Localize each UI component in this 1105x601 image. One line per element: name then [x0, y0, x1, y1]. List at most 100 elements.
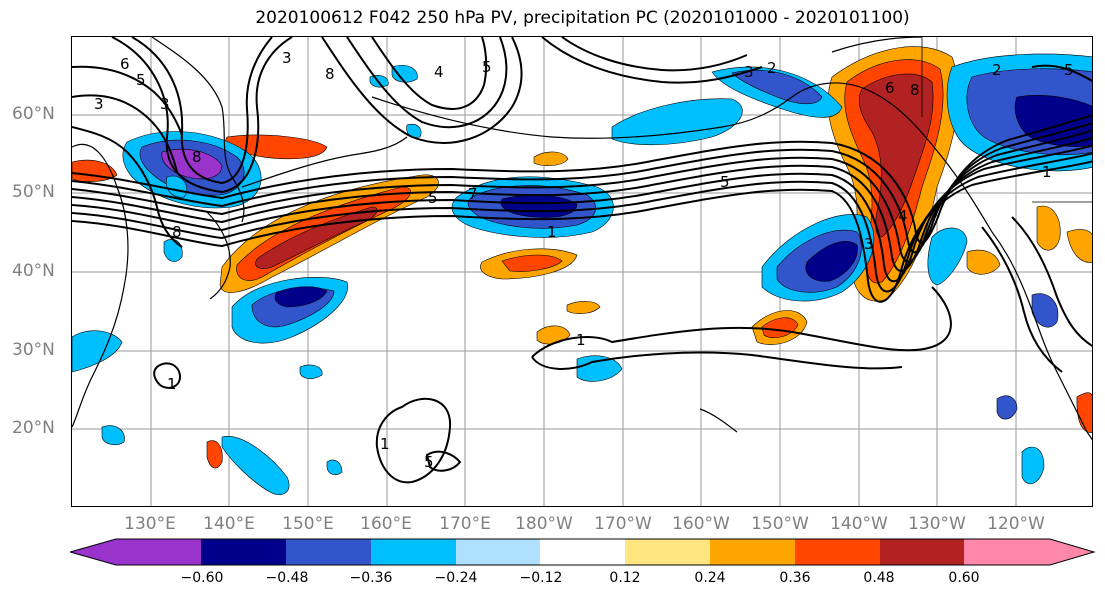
positive-patch-small2	[536, 325, 571, 345]
negative-patch-sw4	[576, 355, 623, 382]
colorbar-tick-m048: −0.48	[265, 570, 309, 586]
positive-patch-small3	[566, 301, 601, 314]
pv-contour-trough-west-2	[131, 37, 273, 185]
negative-patch-sw3	[299, 364, 323, 379]
contour-label-b: 5	[136, 71, 146, 89]
coast-canada-north	[831, 37, 923, 53]
contour-label-d: 3	[160, 95, 170, 113]
colorbar-tick-p048: 0.48	[863, 570, 895, 586]
colorbar-seg-5	[540, 539, 626, 565]
lon-label-180w: 180°W	[515, 514, 573, 534]
lat-label-50n: 50°N	[12, 182, 55, 202]
positive-patch-150w-core	[761, 317, 799, 338]
positive-patch-southeast	[1076, 392, 1092, 433]
pv-contour-north-2	[561, 37, 748, 72]
pv-contour-loop-1	[531, 286, 952, 358]
negative-patch-west	[72, 330, 123, 373]
pv-contour-trough-west	[111, 37, 293, 194]
lat-label-60n: 60°N	[12, 104, 55, 124]
lat-label-20n: 20°N	[12, 418, 55, 438]
contour-label-e: 3	[282, 49, 292, 67]
pv-contour-loop-5	[425, 450, 462, 472]
contour-label-aa: 8	[172, 223, 182, 241]
coast-japan	[206, 211, 231, 300]
map-title: 2020100612 F042 250 hPa PV, precipitatio…	[255, 8, 910, 28]
lon-label-150w: 150°W	[751, 514, 809, 534]
contour-label-s: 5	[720, 173, 730, 191]
contour-label-q: 7	[468, 185, 478, 203]
colorbar-tick-m036: −0.36	[349, 570, 393, 586]
contour-label-w: 1	[576, 331, 586, 349]
pv-contour-east-edge-3	[981, 226, 1063, 373]
coast-asia	[72, 143, 129, 428]
pv-contour-6	[72, 160, 1092, 303]
coastlines	[72, 37, 1092, 441]
pv-contour-west-edge-2	[72, 94, 178, 173]
lon-label-140e: 140°E	[203, 514, 255, 534]
negative-patch-sw2	[221, 436, 290, 496]
lon-label-150e: 150°E	[282, 514, 334, 534]
contour-label-a: 6	[120, 55, 130, 73]
coast-kamchatka	[151, 37, 245, 223]
lon-label-120w: 120°W	[987, 514, 1045, 534]
colorbar-seg-8	[795, 539, 881, 565]
colorbar-seg-2	[286, 539, 372, 565]
negative-patch-dateline-north	[406, 124, 422, 138]
pv-contours	[72, 37, 1092, 484]
pv-contour-7	[72, 114, 1092, 244]
negative-patch-155w-max	[805, 241, 858, 282]
contour-label-y: 1	[380, 435, 390, 453]
colorbar-seg-9	[880, 539, 965, 565]
borders	[921, 37, 1092, 203]
pv-contour-loop-4	[153, 362, 182, 389]
lon-label-160w: 160°W	[672, 514, 730, 534]
contour-label-n: 8	[910, 81, 920, 99]
colorbar-tick-p060: 0.60	[948, 570, 980, 586]
lon-label-160e: 160°E	[360, 514, 412, 534]
coast-hawaii	[699, 408, 738, 433]
colorbar-extend-max	[964, 539, 1094, 565]
pv-contour-north-1	[541, 37, 763, 84]
contour-label-z: 5	[424, 453, 434, 471]
contour-label-r: 1	[547, 223, 557, 241]
positive-patch-west-coast-2	[966, 249, 1001, 275]
contour-label-l: 5	[1064, 61, 1074, 79]
map-canvas: 6 5 3 3 3 8 4 5 3 2 2 5 6 8 8 5 7 1 5 4 …	[72, 37, 1092, 506]
contour-label-x: 1	[167, 375, 177, 393]
contour-label-m: 6	[885, 79, 895, 97]
negative-patch-west2	[163, 238, 183, 262]
negative-patch-150e-max	[274, 286, 328, 308]
colorbar-seg-4	[456, 539, 541, 565]
contour-label-j: 2	[767, 59, 777, 77]
positive-patch-central-core	[501, 254, 563, 272]
contour-label-k: 2	[992, 61, 1002, 79]
lon-label-130e: 130°E	[124, 514, 176, 534]
map-panel: 6 5 3 3 3 8 4 5 3 2 2 5 6 8 8 5 7 1 5 4 …	[71, 36, 1093, 507]
pv-contour-east-edge	[1031, 64, 1092, 83]
pv-contour-ridge-2	[346, 37, 508, 129]
colorbar-segments	[70, 539, 1094, 565]
colorbar-seg-1	[201, 539, 287, 565]
positive-patch-small4	[206, 440, 223, 469]
pv-contour-ridge-3	[371, 37, 488, 110]
positive-patch-small1	[533, 151, 569, 166]
negative-patch-se2	[1021, 446, 1045, 485]
lat-label-40n: 40°N	[12, 261, 55, 281]
coast-kurils	[241, 136, 408, 188]
pv-contour-4	[72, 144, 1092, 283]
contour-label-v: 1	[1042, 163, 1052, 181]
lon-label-170e: 170°E	[439, 514, 491, 534]
contour-label-p: 5	[428, 189, 438, 207]
pv-contour-west-edge-3	[72, 65, 183, 136]
pv-contour-west-edge	[72, 126, 183, 248]
negative-patch-sw5	[326, 459, 343, 476]
lat-label-30n: 30°N	[12, 340, 55, 360]
positive-patch-west-coast	[1036, 205, 1061, 251]
positive-patch-westedge	[72, 159, 118, 182]
colorbar-tick-m012: −0.12	[519, 570, 563, 586]
lon-label-130w: 130°W	[908, 514, 966, 534]
lon-label-140w: 140°W	[830, 514, 888, 534]
positive-patch-small5	[1066, 229, 1092, 263]
contour-label-o: 8	[192, 148, 202, 166]
coast-alaska	[791, 82, 1092, 441]
